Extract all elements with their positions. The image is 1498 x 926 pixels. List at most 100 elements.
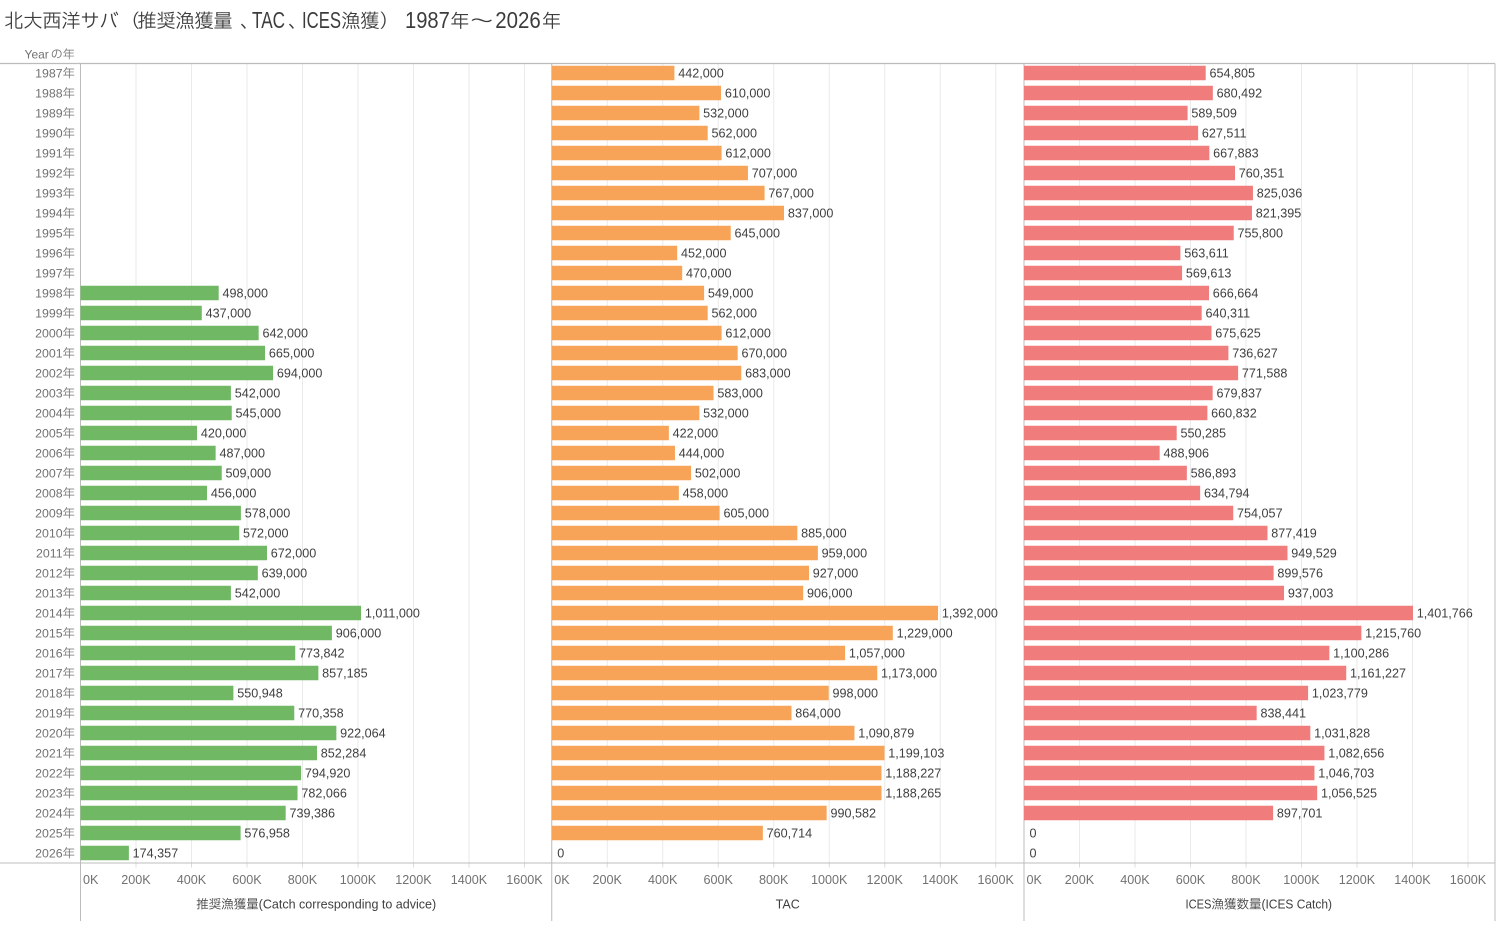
svg-text:(Catch corresponding to advice: (Catch corresponding to advice) [259,898,437,912]
svg-text:562,000: 562,000 [712,307,758,321]
svg-text:1200K: 1200K [867,873,904,887]
svg-text:442,000: 442,000 [678,67,724,81]
svg-text:627,511: 627,511 [1202,127,1247,141]
svg-text:760,351: 760,351 [1239,167,1285,181]
svg-text:754,057: 754,057 [1237,507,1283,521]
svg-text:1999: 1999 [35,306,63,320]
svg-text:2010: 2010 [35,526,63,540]
svg-text:200K: 200K [121,873,151,887]
svg-text:1600K: 1600K [506,873,543,887]
svg-text:TAC: TAC [776,898,800,912]
svg-text:549,000: 549,000 [708,287,754,301]
svg-text:532,000: 532,000 [703,407,749,421]
svg-text:838,441: 838,441 [1260,707,1306,721]
svg-text:0K: 0K [554,873,570,887]
svg-text:612,000: 612,000 [725,147,771,161]
svg-text:864,000: 864,000 [795,707,841,721]
svg-text:(ICES Catch): (ICES Catch) [1262,898,1333,912]
svg-text:899,576: 899,576 [1277,567,1323,581]
svg-text:0K: 0K [1027,873,1043,887]
svg-text:2006: 2006 [35,446,63,460]
svg-text:1,056,525: 1,056,525 [1321,787,1377,801]
svg-text:1,057,000: 1,057,000 [849,647,905,661]
svg-text:1000K: 1000K [811,873,848,887]
svg-text:1400K: 1400K [922,873,959,887]
svg-text:2013: 2013 [35,586,63,600]
svg-text:949,529: 949,529 [1291,547,1337,561]
svg-text:771,588: 771,588 [1242,367,1288,381]
svg-text:825,036: 825,036 [1257,187,1303,201]
svg-text:1996: 1996 [35,246,63,260]
svg-text:2017: 2017 [35,666,63,680]
svg-text:400K: 400K [177,873,207,887]
svg-text:680,492: 680,492 [1217,87,1263,101]
svg-text:612,000: 612,000 [725,327,771,341]
svg-text:2005: 2005 [35,426,63,440]
svg-text:2015: 2015 [35,626,63,640]
svg-text:1991: 1991 [35,146,63,160]
svg-text:770,358: 770,358 [298,707,344,721]
svg-text:694,000: 694,000 [277,367,323,381]
svg-text:667,883: 667,883 [1213,147,1259,161]
svg-text:TAC: TAC [252,7,285,33]
svg-text:589,509: 589,509 [1191,107,1237,121]
svg-text:634,794: 634,794 [1204,487,1250,501]
svg-text:2009: 2009 [35,506,63,520]
svg-text:400K: 400K [1120,873,1150,887]
svg-text:1400K: 1400K [451,873,488,887]
svg-text:897,701: 897,701 [1277,807,1323,821]
svg-text:800K: 800K [759,873,789,887]
svg-text:2002: 2002 [35,366,63,380]
svg-text:1,031,828: 1,031,828 [1314,727,1370,741]
svg-text:998,000: 998,000 [833,687,879,701]
svg-text:422,000: 422,000 [673,427,719,441]
svg-text:707,000: 707,000 [752,167,798,181]
svg-text:2012: 2012 [35,566,63,580]
svg-text:1600K: 1600K [978,873,1015,887]
svg-text:456,000: 456,000 [211,487,257,501]
svg-text:542,000: 542,000 [235,387,281,401]
svg-text:2007: 2007 [35,466,63,480]
svg-text:1990: 1990 [35,126,63,140]
svg-text:794,920: 794,920 [305,767,351,781]
svg-text:563,611: 563,611 [1184,247,1229,261]
svg-text:837,000: 837,000 [788,207,834,221]
svg-text:586,893: 586,893 [1191,467,1237,481]
svg-text:1987: 1987 [35,66,63,80]
svg-text:605,000: 605,000 [723,507,769,521]
svg-text:2008: 2008 [35,486,63,500]
svg-text:542,000: 542,000 [235,587,281,601]
svg-text:1000K: 1000K [340,873,377,887]
svg-text:739,386: 739,386 [289,807,335,821]
svg-text:0K: 0K [83,873,99,887]
svg-text:2023: 2023 [35,786,63,800]
svg-text:562,000: 562,000 [712,127,758,141]
svg-text:458,000: 458,000 [683,487,729,501]
svg-text:1,090,879: 1,090,879 [858,727,914,741]
svg-text:639,000: 639,000 [262,567,308,581]
svg-text:2024: 2024 [35,806,63,820]
svg-text:1993: 1993 [35,186,63,200]
svg-text:2026: 2026 [495,7,541,33]
svg-text:640,311: 640,311 [1205,307,1250,321]
svg-text:1987: 1987 [405,7,450,33]
svg-text:1,401,766: 1,401,766 [1417,607,1473,621]
svg-text:2011: 2011 [36,546,63,560]
svg-text:1,199,103: 1,199,103 [888,747,944,761]
svg-text:1998: 1998 [35,286,63,300]
svg-text:2000: 2000 [35,326,63,340]
svg-text:906,000: 906,000 [336,627,382,641]
svg-text:2025: 2025 [35,826,63,840]
svg-text:642,000: 642,000 [262,327,308,341]
svg-text:760,714: 760,714 [767,827,813,841]
svg-text:1200K: 1200K [1339,873,1376,887]
svg-text:736,627: 736,627 [1232,347,1278,361]
svg-text:1994: 1994 [35,206,63,220]
svg-text:2022: 2022 [35,766,63,780]
svg-text:532,000: 532,000 [703,107,749,121]
svg-text:200K: 200K [593,873,623,887]
svg-text:498,000: 498,000 [223,287,269,301]
svg-text:0: 0 [1030,847,1037,861]
svg-text:2020: 2020 [35,726,63,740]
svg-text:1,392,000: 1,392,000 [942,607,998,621]
